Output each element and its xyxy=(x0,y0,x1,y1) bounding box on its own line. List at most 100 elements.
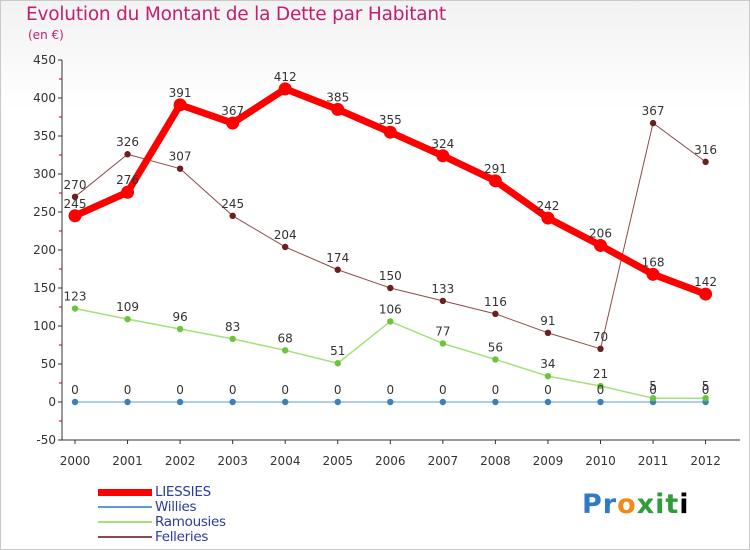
data-label-felleries: 326 xyxy=(116,135,139,149)
y-tick-label: 450 xyxy=(33,53,56,67)
data-label-ramousies: 21 xyxy=(593,367,608,381)
data-label-ramousies: 34 xyxy=(540,357,555,371)
x-tick-label: 2008 xyxy=(480,454,511,468)
data-label-willies: 0 xyxy=(124,383,132,397)
data-label-liessies: 412 xyxy=(274,70,297,84)
data-point-ramousies xyxy=(71,305,79,312)
data-point-liessies xyxy=(646,267,660,281)
data-label-ramousies: 5 xyxy=(649,379,657,393)
data-point-ramousies xyxy=(229,335,236,343)
data-label-ramousies: 51 xyxy=(330,344,345,358)
data-label-ramousies: 68 xyxy=(278,331,293,345)
data-point-liessies xyxy=(226,116,240,130)
data-point-felleries xyxy=(597,345,604,352)
data-label-liessies: 168 xyxy=(642,255,665,269)
y-tick-label: 50 xyxy=(41,357,56,371)
x-tick-label: 2012 xyxy=(690,454,721,468)
data-point-felleries xyxy=(124,151,131,158)
legend-swatch xyxy=(98,489,152,496)
x-tick-label: 2006 xyxy=(375,454,406,468)
data-label-liessies: 206 xyxy=(589,226,612,240)
legend-swatch xyxy=(98,521,152,523)
data-label-felleries: 133 xyxy=(431,282,454,296)
data-label-liessies: 367 xyxy=(221,104,244,118)
data-label-felleries: 174 xyxy=(326,251,349,265)
x-tick-label: 2004 xyxy=(270,454,301,468)
data-point-ramousies xyxy=(282,347,289,354)
data-label-ramousies: 106 xyxy=(379,302,402,316)
data-label-liessies: 391 xyxy=(169,86,192,100)
data-point-willies xyxy=(124,398,131,406)
y-tick-label: 200 xyxy=(33,243,56,257)
data-point-willies xyxy=(282,398,289,406)
data-label-felleries: 150 xyxy=(379,269,402,283)
data-label-ramousies: 83 xyxy=(225,320,240,334)
data-point-felleries xyxy=(334,266,341,273)
data-label-liessies: 142 xyxy=(694,275,717,289)
x-tick-label: 2009 xyxy=(533,454,564,468)
data-label-felleries: 367 xyxy=(642,104,665,118)
x-tick-label: 2010 xyxy=(585,454,616,468)
data-point-ramousies xyxy=(492,356,499,363)
data-label-felleries: 245 xyxy=(221,197,244,211)
data-point-ramousies xyxy=(649,395,657,402)
chart-subtitle: (en €) xyxy=(28,28,64,42)
data-label-ramousies: 109 xyxy=(116,300,139,314)
y-tick-label: 150 xyxy=(33,281,56,295)
data-point-ramousies xyxy=(702,395,709,402)
data-label-ramousies: 77 xyxy=(435,324,450,338)
data-label-willies: 0 xyxy=(334,383,342,397)
y-tick-label: 100 xyxy=(33,319,56,333)
legend-label: Ramousies xyxy=(155,514,226,530)
data-point-ramousies xyxy=(124,315,131,323)
data-label-felleries: 70 xyxy=(593,330,608,344)
data-point-willies xyxy=(176,398,184,406)
data-point-felleries xyxy=(649,119,657,127)
data-label-liessies: 355 xyxy=(379,113,402,127)
data-point-ramousies xyxy=(439,340,447,347)
data-label-willies: 0 xyxy=(702,383,710,397)
y-tick-label: 250 xyxy=(33,205,56,219)
data-point-willies xyxy=(544,398,552,406)
data-point-felleries xyxy=(387,284,394,292)
data-label-willies: 0 xyxy=(281,383,289,397)
data-label-willies: 0 xyxy=(176,383,184,397)
y-tick-label: -50 xyxy=(36,433,56,447)
data-point-ramousies xyxy=(334,360,341,367)
data-point-felleries xyxy=(544,329,552,337)
x-tick-label: 2007 xyxy=(428,454,459,468)
data-point-ramousies xyxy=(387,318,394,325)
y-tick-label: 0 xyxy=(48,395,56,409)
data-point-willies xyxy=(229,398,236,406)
x-tick-label: 2003 xyxy=(217,454,248,468)
data-label-felleries: 91 xyxy=(540,314,555,328)
y-tick-label: 300 xyxy=(33,167,56,181)
data-label-willies: 0 xyxy=(492,383,500,397)
data-label-willies: 0 xyxy=(71,383,79,397)
data-point-ramousies xyxy=(544,372,552,380)
data-label-felleries: 316 xyxy=(694,143,717,157)
data-label-willies: 0 xyxy=(386,383,394,397)
data-label-felleries: 204 xyxy=(274,228,297,242)
data-label-liessies: 324 xyxy=(431,137,454,151)
legend-swatch xyxy=(98,536,152,538)
data-point-willies xyxy=(334,398,341,406)
data-point-willies xyxy=(492,398,499,406)
data-point-willies xyxy=(387,398,394,406)
data-label-liessies: 291 xyxy=(484,162,507,176)
legend-label: Willies xyxy=(155,499,197,515)
legend-label: LIESSIES xyxy=(155,484,211,500)
data-point-felleries xyxy=(71,193,79,200)
data-label-ramousies: 5 xyxy=(702,379,710,393)
y-tick-label: 350 xyxy=(33,129,56,143)
data-point-liessies xyxy=(383,125,397,139)
data-label-willies: 0 xyxy=(229,383,237,397)
x-tick-label: 2002 xyxy=(165,454,196,468)
y-tick-label: 400 xyxy=(33,91,56,105)
proxiti-logo: Proxiti xyxy=(582,489,690,520)
data-label-felleries: 307 xyxy=(169,150,192,164)
data-point-felleries xyxy=(702,158,709,166)
data-label-ramousies: 123 xyxy=(64,290,87,304)
